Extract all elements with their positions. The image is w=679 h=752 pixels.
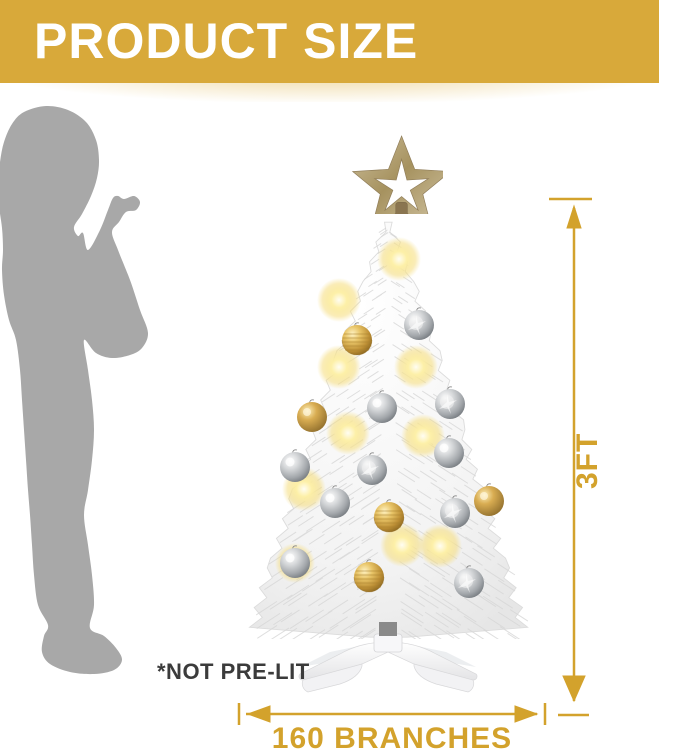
svg-text:160 BRANCHES: 160 BRANCHES bbox=[272, 722, 512, 752]
svg-text:3FT: 3FT bbox=[571, 433, 604, 489]
